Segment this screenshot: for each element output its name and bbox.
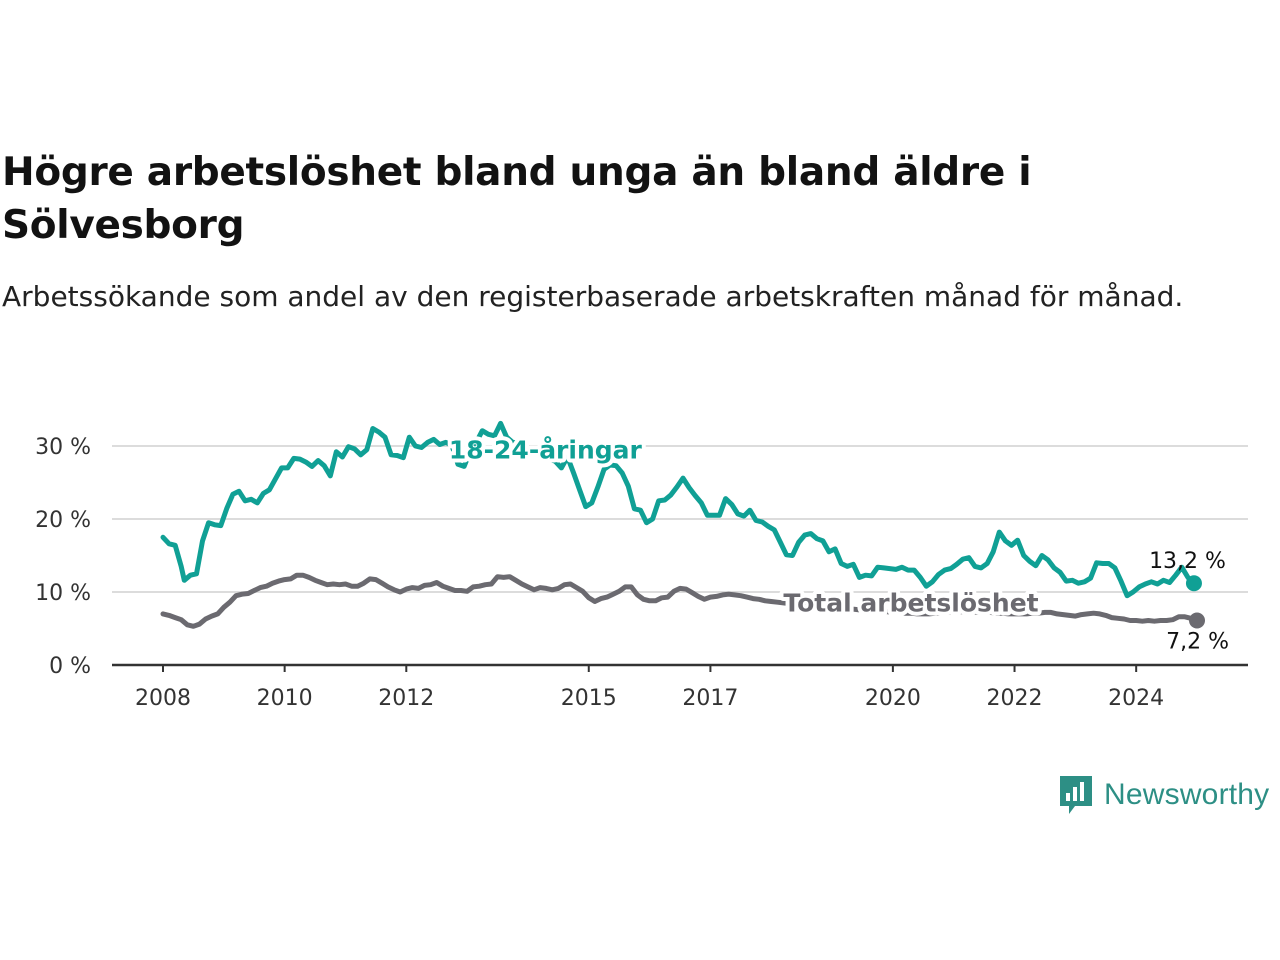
x-tick-label: 2015 [561, 686, 617, 711]
y-tick-label: 10 % [35, 581, 91, 606]
series-lines [160, 420, 1205, 629]
series-end-point [1185, 575, 1202, 592]
bar-chart-bubble-icon [1060, 776, 1092, 814]
chart-subtitle: Arbetssökande som andel av den registerb… [2, 280, 1184, 313]
series-line-total-arbetsl-shet [160, 572, 1200, 629]
line-chart: 0 % 10 % 20 % 30 % 2008 2010 2012 2015 2017 2020… [35, 420, 1248, 711]
chart-title: Högre arbetslöshet bland unga än bland ä… [2, 150, 1032, 248]
x-axis: 2008 2010 2012 2015 2017 2020 2022 2024 [112, 663, 1248, 711]
series-label-halo: Total arbetslöshet [783, 589, 1038, 618]
end-value-label: 13,2 % [1149, 549, 1226, 574]
series-label-halo: 18-24-åringar [449, 435, 643, 464]
series-label: 18-24-åringar [449, 435, 643, 464]
x-tick-label: 2020 [865, 686, 921, 711]
series-line-18-24-ringar [160, 420, 1197, 599]
x-tick-label: 2022 [987, 686, 1043, 711]
y-tick-label: 0 % [49, 654, 91, 679]
end-value-label: 7,2 % [1166, 629, 1229, 654]
x-tick-label: 2024 [1108, 686, 1164, 711]
newsworthy-logo[interactable]: Newsworthy [1058, 772, 1269, 818]
y-tick-label: 20 % [35, 508, 91, 533]
gridlines [112, 445, 1248, 593]
x-tick-label: 2010 [257, 686, 313, 711]
x-tick-label: 2012 [378, 686, 434, 711]
series-end-point [1189, 612, 1205, 629]
x-tick-label: 2017 [682, 686, 738, 711]
x-tick-label: 2008 [135, 686, 191, 711]
series-label: Total arbetslöshet [783, 589, 1038, 618]
y-axis: 0 % 10 % 20 % 30 % [35, 435, 91, 679]
y-tick-label: 30 % [35, 435, 91, 460]
brand-name: Newsworthy [1104, 778, 1270, 811]
